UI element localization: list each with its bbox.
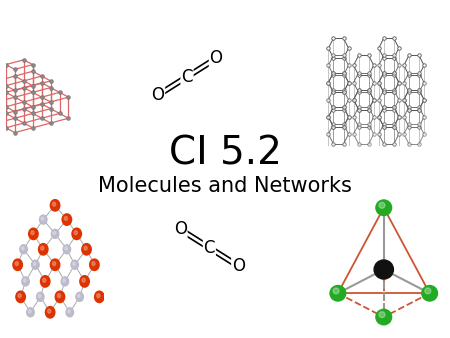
Text: CI 5.2: CI 5.2 xyxy=(169,135,281,173)
Text: Molecules and Networks: Molecules and Networks xyxy=(98,176,352,196)
Text: C: C xyxy=(203,239,215,257)
Text: C: C xyxy=(181,68,193,86)
Text: O: O xyxy=(232,257,245,275)
Text: O: O xyxy=(151,86,164,104)
Text: O: O xyxy=(210,49,223,68)
Text: O: O xyxy=(174,220,187,239)
